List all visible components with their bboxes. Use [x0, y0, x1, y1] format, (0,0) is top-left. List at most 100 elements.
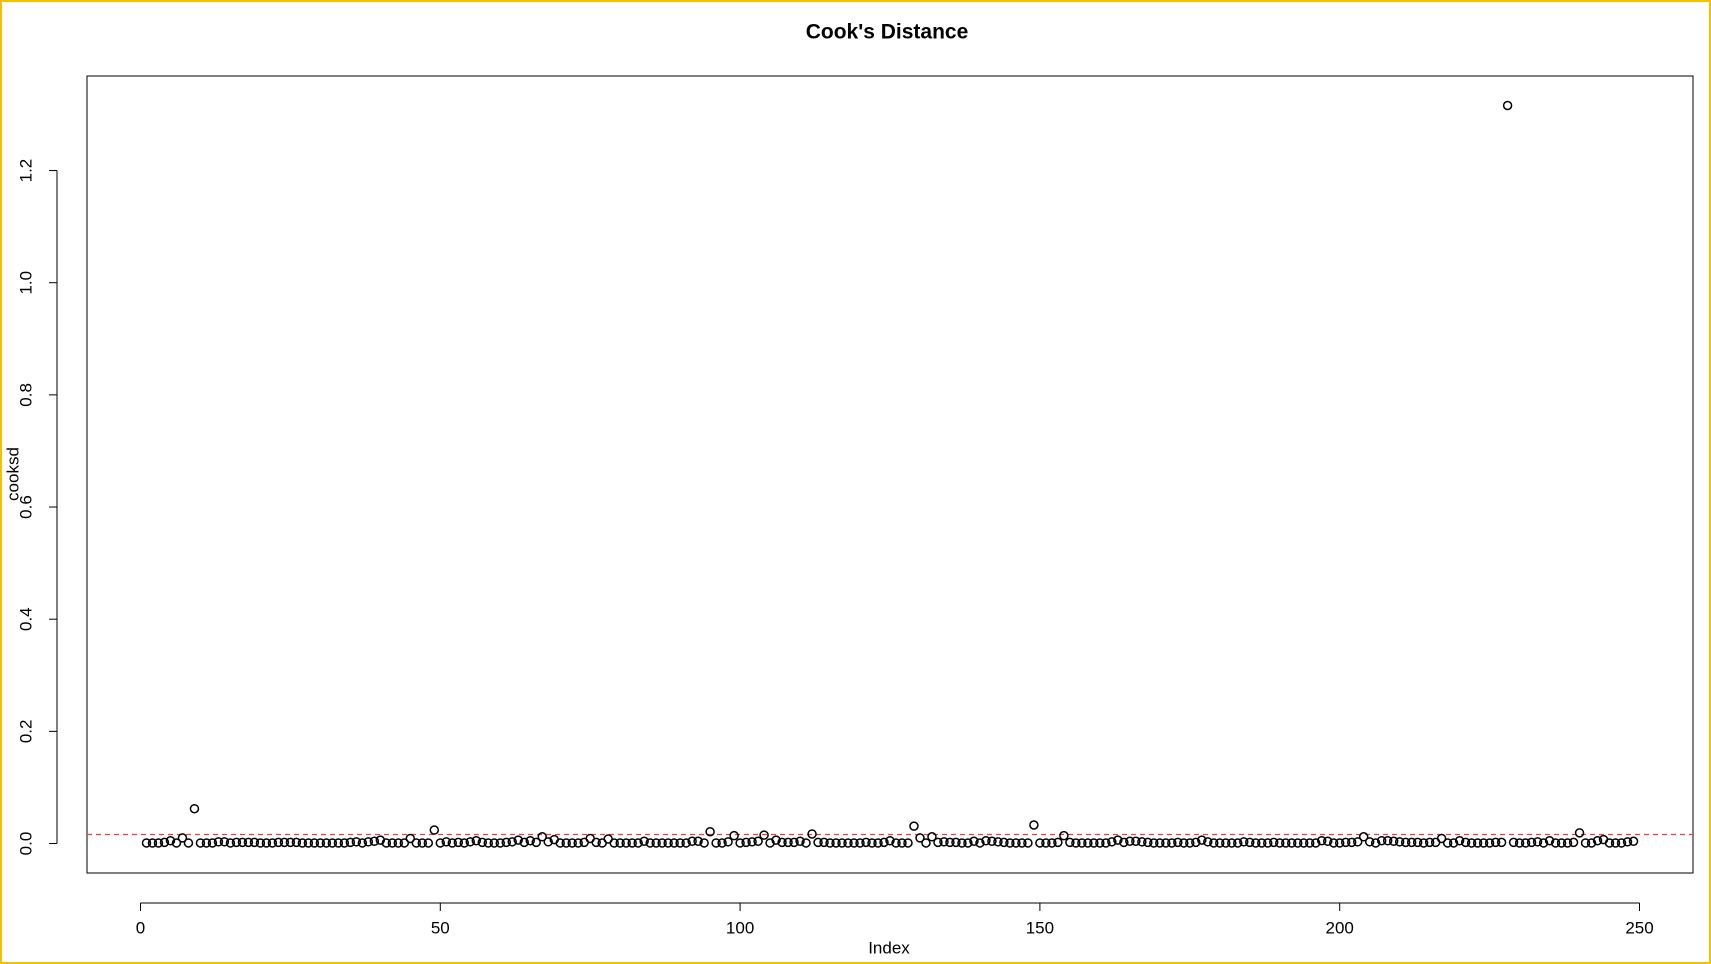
point	[1167, 838, 1177, 848]
x-tick-label: 0	[136, 918, 145, 937]
point	[669, 838, 679, 848]
point	[1286, 838, 1297, 848]
point	[1442, 838, 1453, 848]
point	[801, 838, 811, 848]
point	[951, 837, 961, 848]
point	[1263, 838, 1273, 848]
point	[459, 838, 470, 848]
point	[1161, 838, 1171, 848]
point	[1185, 838, 1195, 848]
point	[243, 837, 254, 848]
point	[207, 838, 218, 848]
point	[891, 838, 901, 848]
x-tick-label: 200	[1326, 918, 1354, 937]
point	[681, 838, 691, 848]
point	[675, 838, 685, 848]
point	[1418, 838, 1429, 848]
point	[1376, 835, 1387, 846]
point	[1113, 835, 1123, 845]
point	[1502, 100, 1513, 111]
point	[543, 837, 553, 847]
point	[285, 837, 296, 848]
chart-title: Cook's Distance	[806, 21, 969, 44]
point	[591, 837, 601, 848]
y-tick-label: 1.2	[16, 159, 35, 183]
point	[387, 838, 398, 848]
point	[1472, 838, 1483, 848]
point	[201, 838, 212, 848]
point	[1424, 837, 1435, 848]
point	[621, 838, 631, 848]
point	[1322, 836, 1333, 847]
point	[1203, 837, 1213, 847]
point	[1400, 837, 1411, 848]
point	[705, 826, 715, 837]
point	[1478, 838, 1489, 848]
point	[957, 838, 967, 848]
point	[213, 837, 224, 847]
point	[897, 838, 907, 848]
point	[1035, 838, 1045, 848]
point	[177, 833, 188, 843]
point	[537, 832, 547, 842]
point	[1053, 837, 1063, 848]
point	[1538, 838, 1549, 848]
point	[1143, 837, 1153, 848]
point	[903, 838, 913, 848]
point	[1023, 838, 1033, 848]
point	[699, 838, 709, 848]
point	[195, 838, 206, 848]
point	[1059, 830, 1069, 841]
point	[303, 838, 314, 848]
point	[255, 838, 266, 848]
point	[1191, 837, 1201, 848]
point	[231, 837, 242, 848]
point	[759, 830, 769, 840]
point	[1292, 838, 1303, 848]
point	[1550, 838, 1561, 848]
point	[1149, 838, 1159, 848]
point	[339, 838, 350, 848]
point	[351, 837, 362, 847]
point	[555, 838, 565, 848]
y-tick-label: 0.2	[16, 720, 35, 744]
point	[1556, 838, 1567, 848]
point	[1251, 838, 1261, 848]
point	[1436, 833, 1447, 844]
point	[1514, 838, 1525, 848]
point	[729, 830, 739, 841]
point	[1448, 838, 1459, 848]
point	[1083, 838, 1093, 848]
point	[447, 838, 458, 848]
point	[1388, 836, 1399, 847]
y-axis-label: cooksd	[3, 447, 22, 501]
point	[1131, 836, 1141, 847]
point	[807, 829, 817, 839]
point	[867, 838, 877, 848]
point	[405, 833, 416, 844]
point	[411, 838, 422, 848]
point	[1574, 828, 1585, 838]
point	[1077, 838, 1087, 848]
point	[1298, 838, 1309, 848]
point	[855, 838, 865, 848]
point	[1125, 836, 1135, 847]
point	[609, 838, 619, 848]
point	[1460, 837, 1471, 848]
point	[1454, 835, 1465, 846]
point	[381, 838, 392, 848]
point	[1412, 837, 1423, 848]
point	[1065, 837, 1075, 848]
point	[159, 837, 170, 848]
point	[1017, 838, 1027, 848]
point	[1484, 838, 1495, 848]
point	[921, 838, 931, 848]
point	[1508, 837, 1519, 848]
point	[693, 836, 703, 847]
point	[315, 838, 326, 848]
point	[417, 838, 428, 848]
point	[975, 838, 985, 848]
point	[1610, 838, 1621, 848]
